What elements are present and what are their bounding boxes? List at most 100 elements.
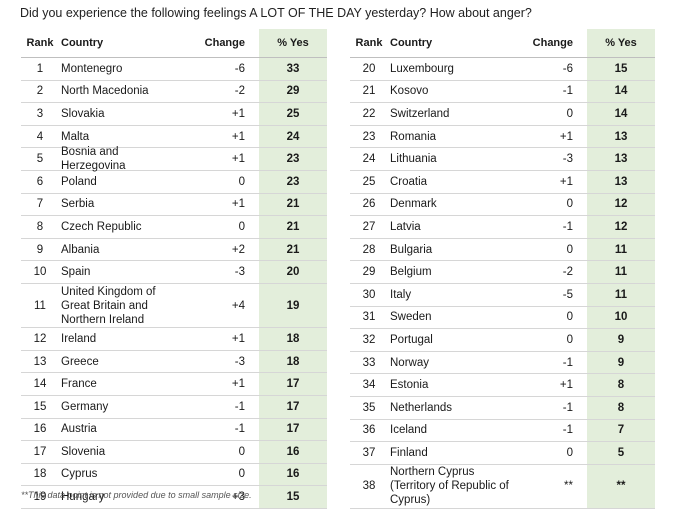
header-yes: % Yes <box>587 29 655 57</box>
cell-change: -2 <box>234 85 245 98</box>
cell-yes: 33 <box>259 58 327 80</box>
cell-change: +4 <box>231 299 245 312</box>
table-row: 36 Iceland -1 7 <box>350 419 655 443</box>
cell-country: Croatia <box>390 175 428 188</box>
cell-yes: 8 <box>587 374 655 396</box>
cell-rank: 27 <box>362 220 376 233</box>
table-row: 3 Slovakia +1 25 <box>21 103 327 126</box>
cell-rank: 31 <box>362 311 376 324</box>
cell-yes: 17 <box>259 418 327 441</box>
cell-country: Spain <box>61 266 91 279</box>
cell-country: Northern Cyprus (Territory of Republic o… <box>390 466 509 507</box>
cell-yes: 12 <box>587 193 655 216</box>
table-row: 16 Austria -1 17 <box>21 418 327 442</box>
cell-yes: 10 <box>587 306 655 329</box>
cell-change: +1 <box>231 130 245 143</box>
cell-change: -1 <box>562 85 573 98</box>
cell-rank: 10 <box>33 266 47 279</box>
table-row: 11 United Kingdom of Great Britain and No… <box>21 283 327 329</box>
cell-yes: 25 <box>259 103 327 125</box>
cell-yes: 16 <box>259 441 327 463</box>
cell-country: North Macedonia <box>61 85 149 98</box>
table-row: 24 Lithuania -3 13 <box>350 148 655 171</box>
cell-change: -1 <box>562 401 573 414</box>
cell-change: +1 <box>231 378 245 391</box>
table-row: 9 Albania +2 21 <box>21 238 327 262</box>
cell-change: +3 <box>231 491 245 504</box>
cell-change: +2 <box>231 243 245 256</box>
cell-change: -6 <box>234 62 245 75</box>
cell-rank: 25 <box>362 175 376 188</box>
cell-country: Bulgaria <box>390 243 433 256</box>
cell-rank: 21 <box>362 85 376 98</box>
table-row: 33 Norway -1 9 <box>350 351 655 375</box>
cell-rank: 37 <box>362 446 376 459</box>
cell-rank: 24 <box>362 153 376 166</box>
cell-change: -3 <box>562 153 573 166</box>
table-row: 4 Malta +1 24 <box>21 125 327 149</box>
page-title: Did you experience the following feeling… <box>20 6 532 20</box>
cell-rank: 6 <box>36 175 44 188</box>
cell-rank: 8 <box>36 220 44 233</box>
table-row: 6 Poland 0 23 <box>21 170 327 194</box>
cell-country: Switzerland <box>390 107 450 120</box>
cell-rank: 11 <box>34 299 46 312</box>
cell-rank: 7 <box>36 198 44 211</box>
cell-rank: 5 <box>36 153 44 166</box>
cell-yes: 18 <box>259 328 327 350</box>
cell-rank: 4 <box>36 130 44 143</box>
table-row: 1 Montenegro -6 33 <box>21 58 327 81</box>
cell-yes: 18 <box>259 350 327 373</box>
table-row: 30 Italy -5 11 <box>350 283 655 307</box>
cell-change: 0 <box>566 333 573 346</box>
cell-change: 0 <box>566 198 573 211</box>
cell-yes: 14 <box>587 80 655 103</box>
cell-yes: 24 <box>259 125 327 148</box>
table-row: 17 Slovenia 0 16 <box>21 441 327 464</box>
cell-change: -1 <box>562 220 573 233</box>
cell-rank: 30 <box>362 288 376 301</box>
cell-yes: 23 <box>259 148 327 170</box>
table-row: 37 Finland 0 5 <box>350 442 655 465</box>
cell-change: +1 <box>559 379 573 392</box>
cell-yes: 20 <box>259 261 327 283</box>
cell-country: Portugal <box>390 333 433 346</box>
table-row: 15 Germany -1 17 <box>21 395 327 419</box>
cell-yes: 12 <box>587 216 655 238</box>
cell-rank: 15 <box>33 400 47 413</box>
cell-country: Finland <box>390 446 428 459</box>
table-row: 26 Denmark 0 12 <box>350 193 655 217</box>
cell-rank: 28 <box>362 243 376 256</box>
cell-country: Austria <box>61 423 97 436</box>
table-row: 8 Czech Republic 0 21 <box>21 216 327 239</box>
header-country: Country <box>61 37 104 49</box>
cell-country: Slovenia <box>61 445 106 458</box>
cell-rank: 19 <box>33 491 47 504</box>
cell-country: Italy <box>390 288 412 301</box>
cell-country: Kosovo <box>390 85 429 98</box>
cell-yes: 11 <box>587 238 655 261</box>
cell-change: 0 <box>238 445 245 458</box>
table-body: 1 Montenegro -6 33 2 North Macedonia -2 29 3 Slov… <box>21 58 327 509</box>
cell-country: Latvia <box>390 220 421 233</box>
table-row: 12 Ireland +1 18 <box>21 328 327 351</box>
cell-yes: 13 <box>587 148 655 170</box>
cell-yes: 21 <box>259 193 327 216</box>
cell-country: Lithuania <box>390 153 437 166</box>
cell-rank: 17 <box>33 445 47 458</box>
table-row: 23 Romania +1 13 <box>350 125 655 149</box>
cell-country: Serbia <box>61 198 95 211</box>
table-row: 25 Croatia +1 13 <box>350 170 655 194</box>
cell-rank: 26 <box>362 198 376 211</box>
cell-country: Czech Republic <box>61 220 142 233</box>
header-change: Change <box>204 37 245 49</box>
cell-country: Romania <box>390 130 437 143</box>
cell-country: Estonia <box>390 379 429 392</box>
cell-country: Malta <box>61 130 90 143</box>
cell-yes: 17 <box>259 395 327 418</box>
cell-rank: 1 <box>36 62 44 75</box>
cell-change: -1 <box>562 424 573 437</box>
cell-yes: ** <box>587 464 655 508</box>
table-row: 2 North Macedonia -2 29 <box>21 80 327 104</box>
cell-rank: 20 <box>362 62 376 75</box>
